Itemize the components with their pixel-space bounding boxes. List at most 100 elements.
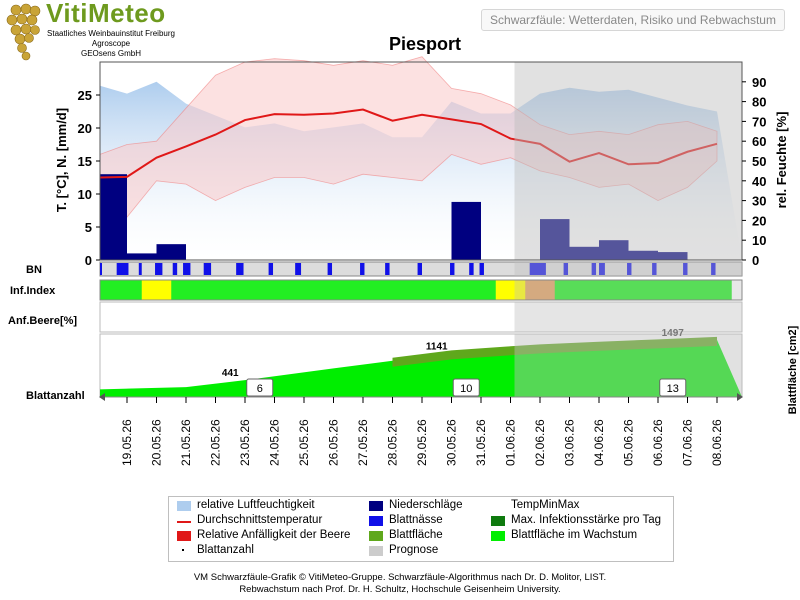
leaf-wetness-bar — [138, 263, 142, 275]
legend-swatch — [491, 501, 505, 511]
legend-swatch — [177, 501, 191, 511]
legend-swatch — [369, 516, 383, 526]
leaf-wetness-bar — [652, 263, 657, 275]
legend-swatch — [177, 531, 191, 541]
precip-bar — [127, 253, 157, 260]
leaf-wetness-bar — [627, 263, 632, 275]
right-tick-label: 60 — [752, 134, 766, 149]
leaf-wetness-bar — [203, 263, 212, 275]
legend-label: Blattfläche — [389, 529, 443, 541]
leaf-wetness-bar — [683, 263, 688, 275]
right-tick-label: 10 — [752, 233, 766, 248]
infection-index-segment — [171, 280, 526, 300]
date-label: 08.06.26 — [710, 419, 724, 466]
legend-swatch — [369, 546, 383, 556]
leaf-wetness-bar — [450, 263, 455, 275]
date-label: 02.06.26 — [533, 419, 547, 466]
legend: relative Luftfeuchtigkeit Niederschläge Te… — [168, 496, 674, 562]
date-label: 23.05.26 — [238, 419, 252, 466]
legend-swatch — [369, 501, 383, 511]
forecast-overlay — [514, 62, 742, 260]
date-label: 26.05.26 — [327, 419, 341, 466]
temp-mean-line — [99, 108, 718, 179]
legend-label: Durchschnittstemperatur — [197, 514, 323, 526]
chart-title: Piesport — [388, 34, 462, 54]
leaf-count-box — [246, 378, 274, 397]
leaf-wetness-bar — [711, 263, 716, 275]
left-tick-label: 5 — [85, 220, 92, 235]
org-line-1: Staatliches Weinbauinstitut Freiburg — [47, 29, 175, 38]
leaf-count-label: 13 — [667, 383, 679, 395]
leaf-wetness-bar — [417, 263, 422, 275]
date-label: 31.05.26 — [474, 419, 488, 466]
precip-bar — [628, 250, 658, 260]
left-tick-label: 20 — [78, 121, 92, 136]
legend-swatch — [491, 531, 505, 541]
date-label: 20.05.26 — [150, 419, 164, 466]
blattanzahl-label: Blattanzahl — [26, 390, 85, 402]
anf-forecast-overlay — [514, 302, 742, 332]
leaf-wetness-bar — [327, 263, 333, 275]
right-tick-label: 80 — [752, 95, 766, 110]
bn-forecast-overlay — [514, 262, 742, 276]
date-label: 19.05.26 — [120, 419, 134, 466]
leaf-wetness-bar — [268, 263, 274, 275]
precip-bar — [658, 252, 688, 260]
date-label: 30.05.26 — [445, 419, 459, 466]
leaf-wetness-bar — [116, 263, 129, 275]
date-label: 01.06.26 — [504, 419, 518, 466]
legend-label: Blattanzahl — [197, 544, 254, 556]
leaf-wetness-bar — [172, 263, 178, 275]
precip-bar — [156, 244, 186, 260]
infection-index-segment — [554, 280, 732, 300]
date-label: 03.06.26 — [563, 419, 577, 466]
right-tick-label: 90 — [752, 75, 766, 90]
date-label: 06.06.26 — [651, 419, 665, 466]
org-line-3: GEOsens GmbH — [80, 49, 141, 58]
legend-swatch — [177, 546, 191, 556]
leaf-wetness-bar — [599, 263, 605, 275]
chart: 0 5 10 15 20 25 0 10 20 30 40 50 60 70 80 90 T. [°C], N.… — [8, 56, 799, 466]
leaf-count-box — [452, 378, 480, 397]
legend-label: Niederschläge — [389, 499, 463, 511]
precip-bar — [569, 246, 599, 260]
date-label: 05.06.26 — [622, 419, 636, 466]
leaf-wetness-bar — [385, 263, 390, 275]
date-label: 24.05.26 — [268, 419, 282, 466]
legend-label: relative Luftfeuchtigkeit — [197, 499, 315, 511]
scroll-left-icon — [99, 393, 105, 401]
y-right-label: rel. Feuchte [%] — [774, 112, 789, 209]
right-tick-label: 40 — [752, 174, 766, 189]
leaf-wetness-bar — [183, 263, 191, 275]
grape-logo-icon — [6, 3, 41, 61]
date-label: 21.05.26 — [179, 419, 193, 466]
anf-beere-row — [99, 301, 743, 333]
legend-label: Blattnässe — [389, 514, 443, 526]
date-label: 07.06.26 — [681, 419, 695, 466]
legend-label: Relative Anfälligkeit der Beere — [197, 529, 351, 541]
leaf-wetness-bar — [469, 263, 474, 275]
right-tick-label: 70 — [752, 114, 766, 129]
date-label: 28.05.26 — [386, 419, 400, 466]
leaf-area-total — [392, 336, 717, 367]
legend-label: Max. Infektionsstärke pro Tag — [511, 514, 661, 526]
scroll-right-icon — [737, 393, 743, 401]
precip-bar — [599, 240, 629, 260]
leaf-wetness-bar — [360, 263, 365, 275]
logo-text: VitiMeteo — [46, 0, 166, 28]
org-line-2: Agroscope — [91, 39, 131, 48]
leaf-wetness-bar — [529, 263, 546, 275]
right-tick-label: 0 — [752, 253, 759, 268]
leaf-wetness-bar — [100, 263, 102, 275]
leaf-wetness-bar — [155, 263, 163, 275]
leaf-wetness-bar — [479, 263, 484, 275]
left-tick-label: 15 — [78, 154, 92, 169]
leaf-wetness-bar — [295, 263, 302, 275]
leaf-area-value-label: 441 — [222, 368, 239, 379]
right-tick-label: 30 — [752, 194, 766, 209]
y-left-label: T. [°C], N. [mm/d] — [54, 108, 69, 212]
legend-label: Prognose — [389, 544, 439, 556]
precip-bar — [540, 219, 570, 260]
bn-label: BN — [26, 264, 42, 276]
inf-forecast-overlay — [514, 280, 742, 300]
